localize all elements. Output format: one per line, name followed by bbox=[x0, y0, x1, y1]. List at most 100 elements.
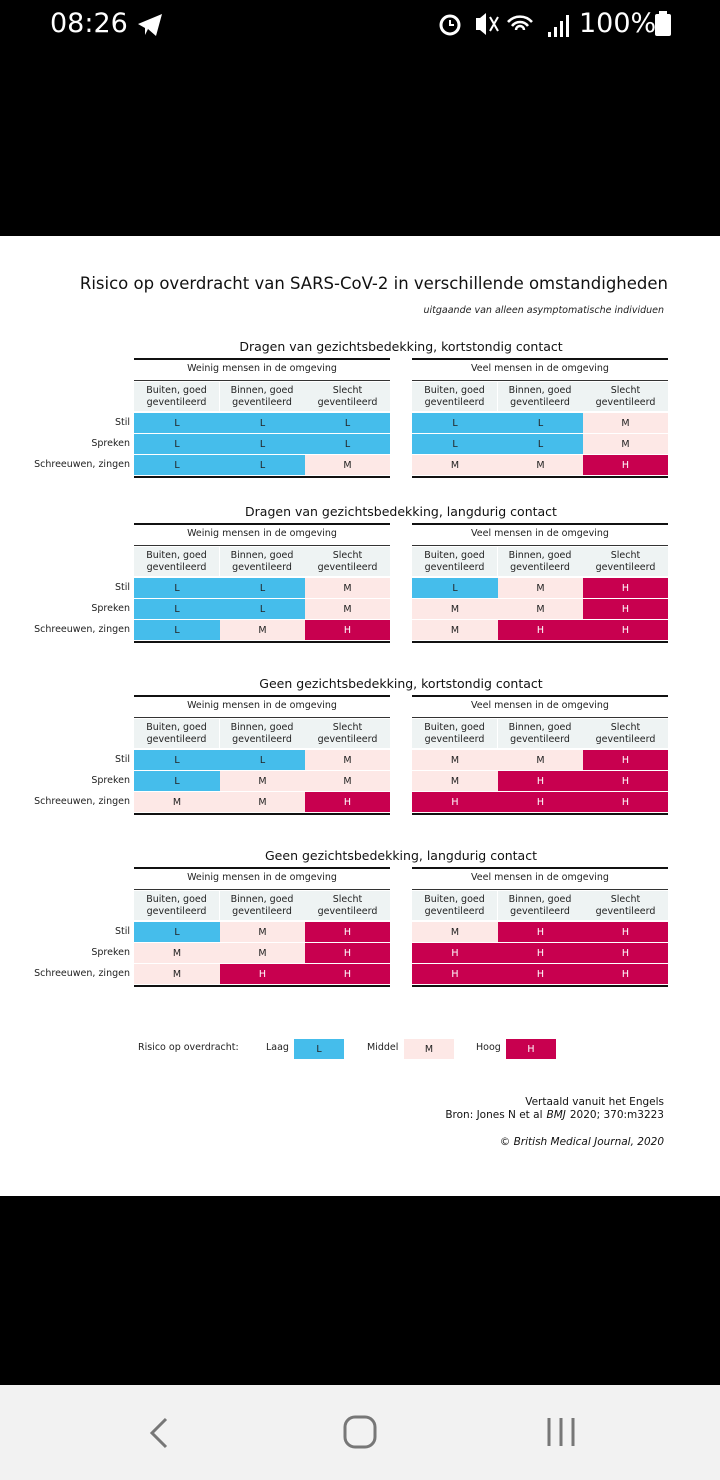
risk-cell: H bbox=[305, 792, 390, 812]
section-title: Dragen van gezichtsbedekking, kortstondi… bbox=[239, 339, 563, 354]
column-header-cell: Slecht geventileerd bbox=[305, 382, 390, 411]
section-title: Dragen van gezichtsbedekking, langdurig … bbox=[245, 504, 557, 519]
risk-cell: M bbox=[305, 599, 390, 619]
row-label: Spreken bbox=[91, 603, 130, 614]
row-label: Spreken bbox=[91, 775, 130, 786]
risk-cell: L bbox=[219, 413, 306, 433]
column-header-cell: Slecht geventileerd bbox=[583, 719, 668, 748]
risk-cell: H bbox=[412, 943, 498, 963]
risk-cell: H bbox=[305, 620, 390, 640]
group-sub-rule bbox=[134, 717, 390, 718]
group-bottom-rule bbox=[412, 985, 668, 987]
column-header: Slecht geventileerd bbox=[595, 721, 656, 745]
column-header-cell: Buiten, goed geventileerd bbox=[134, 382, 219, 411]
column-header-cell: Binnen, goed geventileerd bbox=[497, 382, 583, 411]
risk-cell: H bbox=[583, 964, 668, 984]
column-header: Binnen, goed geventileerd bbox=[230, 893, 294, 917]
group-bottom-rule bbox=[134, 476, 390, 478]
column-header-cell: Binnen, goed geventileerd bbox=[219, 891, 305, 920]
risk-cell: H bbox=[583, 943, 668, 963]
group-title: Weinig mensen in de omgeving bbox=[187, 528, 337, 539]
column-header-cell: Buiten, goed geventileerd bbox=[412, 382, 497, 411]
column-header: Buiten, goed geventileerd bbox=[424, 721, 485, 745]
risk-cell: H bbox=[497, 922, 584, 942]
group-rule bbox=[412, 695, 668, 697]
group-title: Weinig mensen in de omgeving bbox=[187, 872, 337, 883]
risk-cell: L bbox=[412, 413, 498, 433]
risk-cell: M bbox=[497, 455, 584, 475]
row-label: Spreken bbox=[91, 438, 130, 449]
column-header-cell: Binnen, goed geventileerd bbox=[497, 891, 583, 920]
section-title: Geen gezichtsbedekking, langdurig contac… bbox=[265, 848, 537, 863]
row-label: Schreeuwen, zingen bbox=[34, 459, 130, 470]
column-header-cell: Slecht geventileerd bbox=[305, 547, 390, 576]
column-header: Buiten, goed geventileerd bbox=[424, 893, 485, 917]
row-label: Schreeuwen, zingen bbox=[34, 796, 130, 807]
risk-cell: L bbox=[305, 434, 390, 454]
risk-cell: M bbox=[497, 578, 584, 598]
risk-cell: M bbox=[134, 943, 220, 963]
column-header: Binnen, goed geventileerd bbox=[508, 549, 572, 573]
row-label: Schreeuwen, zingen bbox=[34, 968, 130, 979]
footer-source-prefix: Bron: Jones N et al bbox=[445, 1109, 543, 1121]
column-header: Binnen, goed geventileerd bbox=[508, 893, 572, 917]
legend-name: Laag bbox=[266, 1042, 289, 1053]
column-header-cell: Slecht geventileerd bbox=[305, 719, 390, 748]
risk-cell: H bbox=[412, 964, 498, 984]
risk-cell: M bbox=[219, 792, 306, 812]
group-sub-rule bbox=[134, 889, 390, 890]
group-bottom-rule bbox=[134, 813, 390, 815]
risk-cell: M bbox=[412, 455, 498, 475]
risk-cell: M bbox=[583, 434, 668, 454]
risk-cell: L bbox=[134, 620, 220, 640]
legend-label: Risico op overdracht: bbox=[138, 1042, 239, 1053]
risk-cell: H bbox=[305, 922, 390, 942]
group-rule bbox=[134, 523, 390, 525]
group-rule bbox=[412, 358, 668, 360]
footer-source: Bron: Jones N et al BMJ 2020; 370:m3223 bbox=[0, 1109, 664, 1121]
risk-cell: L bbox=[134, 750, 220, 770]
group-rule bbox=[134, 695, 390, 697]
group-sub-rule bbox=[412, 717, 668, 718]
risk-cell: M bbox=[305, 578, 390, 598]
group-bottom-rule bbox=[412, 476, 668, 478]
group-sub-rule bbox=[134, 380, 390, 381]
column-header: Slecht geventileerd bbox=[317, 721, 378, 745]
nav-icons[interactable] bbox=[0, 1385, 720, 1480]
row-label: Stil bbox=[114, 926, 130, 937]
risk-cell: L bbox=[219, 434, 306, 454]
battery-level: 100% bbox=[579, 8, 657, 39]
column-header: Buiten, goed geventileerd bbox=[146, 893, 207, 917]
group-rule bbox=[412, 867, 668, 869]
risk-cell: H bbox=[305, 964, 390, 984]
risk-cell: L bbox=[412, 578, 498, 598]
risk-cell: H bbox=[583, 922, 668, 942]
figure: Risico op overdracht van SARS-CoV-2 in v… bbox=[0, 236, 720, 1196]
risk-cell: M bbox=[305, 750, 390, 770]
risk-cell: M bbox=[412, 922, 498, 942]
risk-cell: L bbox=[134, 455, 220, 475]
risk-cell: M bbox=[219, 922, 306, 942]
column-header-cell: Binnen, goed geventileerd bbox=[497, 547, 583, 576]
risk-cell: L bbox=[134, 434, 220, 454]
column-header: Binnen, goed geventileerd bbox=[508, 384, 572, 408]
status-icons bbox=[439, 13, 569, 37]
risk-cell: L bbox=[219, 578, 306, 598]
risk-cell: H bbox=[583, 455, 668, 475]
risk-cell: H bbox=[583, 578, 668, 598]
figure-subtitle: uitgaande van alleen asymptomatische ind… bbox=[423, 305, 664, 316]
battery-icon bbox=[655, 11, 671, 36]
column-header-cell: Binnen, goed geventileerd bbox=[497, 719, 583, 748]
column-header: Slecht geventileerd bbox=[595, 893, 656, 917]
risk-cell: L bbox=[497, 434, 584, 454]
group-sub-rule bbox=[412, 380, 668, 381]
row-label: Stil bbox=[114, 754, 130, 765]
column-header-cell: Slecht geventileerd bbox=[583, 891, 668, 920]
risk-cell: L bbox=[497, 413, 584, 433]
group-rule bbox=[134, 867, 390, 869]
group-bottom-rule bbox=[134, 985, 390, 987]
group-sub-rule bbox=[412, 889, 668, 890]
risk-cell: L bbox=[134, 413, 220, 433]
risk-cell: L bbox=[134, 578, 220, 598]
group-title: Weinig mensen in de omgeving bbox=[187, 363, 337, 374]
